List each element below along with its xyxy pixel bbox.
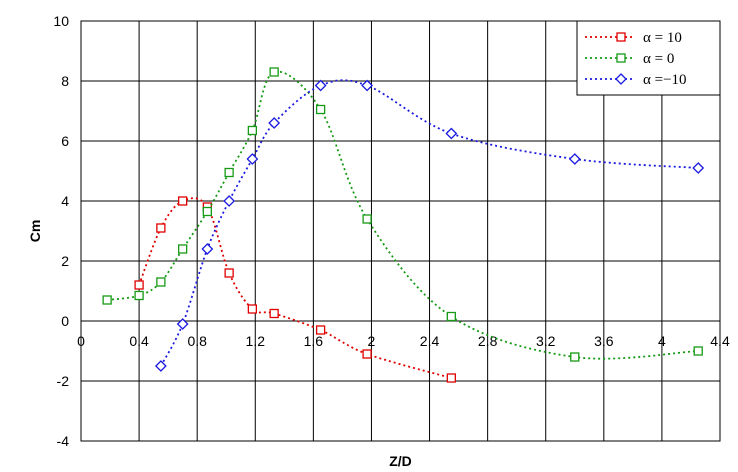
- series-2-point: [692, 162, 705, 174]
- x-tick-label: 3.6: [594, 333, 614, 349]
- x-tick-labels: 0 0.4 0.8 1.2 1.6 2 2.4 2.8 3.2 3.6 4 4.4: [77, 333, 730, 349]
- series-1-point: [446, 311, 456, 322]
- series-2-point: [154, 360, 167, 372]
- y-tick-label: 10: [53, 13, 69, 29]
- x-tick-label: 3.2: [536, 333, 556, 349]
- series-1-point: [156, 277, 166, 287]
- series-2-point: [314, 79, 327, 92]
- series-2-point: [568, 153, 581, 165]
- legend: α = 10 α = 0 α =−10: [576, 20, 721, 96]
- series-0-point: [178, 196, 188, 206]
- legend-label: α =−10: [643, 72, 687, 88]
- series-0-point: [269, 308, 279, 319]
- y-tick-label: -2: [57, 373, 70, 389]
- series-1-point: [224, 167, 234, 178]
- series-0: [134, 196, 456, 383]
- legend-swatch-marker: [616, 32, 626, 42]
- x-axis-title: Z/D: [389, 453, 412, 469]
- x-tick-label: 0.4: [129, 333, 149, 349]
- x-tick-label: 0.8: [187, 333, 207, 349]
- series-1-point: [315, 104, 326, 115]
- y-axis-title: Cm: [27, 220, 43, 243]
- series-2-point: [268, 117, 281, 129]
- x-tick-label: 0: [77, 333, 85, 349]
- x-tick-label: 2: [368, 333, 376, 349]
- series-2: [154, 79, 705, 372]
- series-2-point: [201, 243, 214, 255]
- x-tick-label: 1.6: [304, 333, 324, 349]
- y-tick-label: 2: [61, 253, 69, 269]
- y-tick-label: 6: [61, 133, 69, 149]
- x-tick-label: 2.4: [420, 333, 440, 349]
- legend-item-2: α =−10: [585, 72, 687, 88]
- y-tick-label: -4: [57, 433, 70, 449]
- plot-frame: [80, 20, 721, 442]
- legend-item-1: α = 0: [585, 51, 674, 67]
- series-1-point: [178, 244, 188, 254]
- x-tick-label: 4: [658, 333, 666, 349]
- series-2-point: [223, 195, 236, 207]
- series-2-point: [246, 153, 259, 165]
- legend-swatch-marker: [616, 53, 626, 63]
- y-tick-labels: -4 -2 0 2 4 6 8 10: [53, 13, 69, 449]
- x-tick-label: 1.2: [246, 333, 266, 349]
- series-1: [102, 67, 703, 362]
- series-2-point: [445, 127, 458, 140]
- series-0-point: [446, 373, 456, 383]
- series-2-point: [361, 79, 374, 92]
- series-0-line: [138, 197, 452, 379]
- series-1-point: [362, 214, 372, 224]
- series-0-point: [247, 304, 258, 314]
- series-1-point: [134, 290, 144, 301]
- legend-label: α = 0: [643, 51, 674, 67]
- series-layer: [102, 67, 705, 383]
- legend-label: α = 10: [643, 30, 682, 46]
- series-0-point: [156, 223, 166, 233]
- y-tick-label: 0: [61, 313, 69, 329]
- series-1-point: [269, 67, 279, 77]
- y-tick-label: 8: [61, 73, 69, 89]
- legend-swatch-marker: [615, 73, 627, 85]
- series-1-line: [106, 70, 699, 360]
- series-1-point: [570, 352, 580, 362]
- series-1-point: [693, 346, 703, 356]
- series-2-line: [160, 79, 699, 367]
- series-2-point: [176, 318, 189, 330]
- series-0-point: [224, 268, 234, 278]
- series-1-point: [202, 206, 212, 217]
- x-tick-label: 4.4: [710, 333, 730, 349]
- series-1-point: [102, 295, 112, 305]
- legend-item-0: α = 10: [585, 30, 682, 46]
- y-tick-label: 4: [61, 193, 69, 209]
- series-0-point: [134, 280, 144, 290]
- series-1-point: [247, 125, 258, 136]
- series-0-point: [362, 349, 372, 359]
- series-0-point: [315, 325, 326, 335]
